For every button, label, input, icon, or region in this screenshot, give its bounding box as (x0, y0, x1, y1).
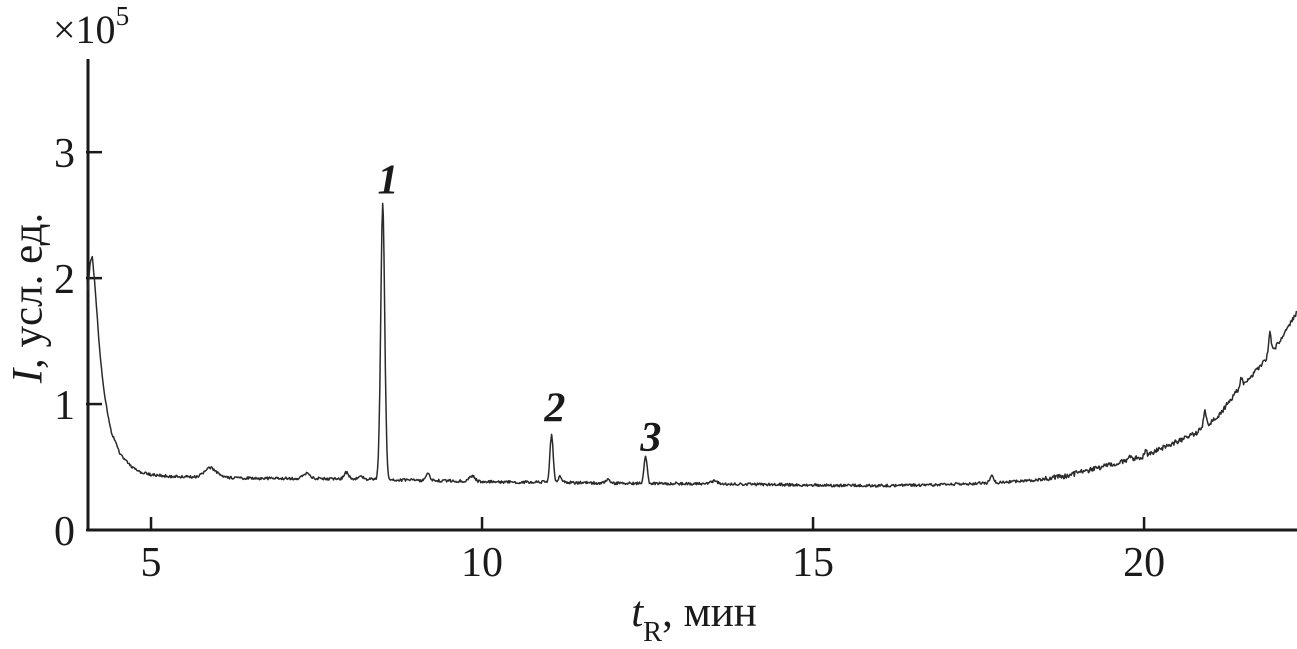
peak-label-1: 1 (378, 158, 399, 204)
multiplier-exponent: 5 (115, 0, 130, 31)
x-tick-label: 5 (141, 540, 162, 586)
y-axis-title: I, усл. ед. (4, 213, 53, 384)
x-axis-title-units: , мин (662, 589, 757, 636)
peak-label-2: 2 (543, 386, 565, 432)
y-tick-label: 2 (54, 257, 75, 303)
y-axis-title-units: , усл. ед. (4, 212, 52, 369)
chromatogram-trace (87, 202, 1297, 488)
x-tick-label: 20 (1123, 540, 1165, 586)
x-tick-label: 10 (461, 540, 503, 586)
x-axis-title: tR, мин (631, 588, 757, 646)
multiplier-base: ×10 (53, 7, 116, 52)
x-axis-title-subscript: R (643, 616, 663, 648)
peak-label-3: 3 (639, 415, 661, 461)
y-tick-label: 3 (54, 131, 75, 177)
y-tick-label: 0 (54, 509, 75, 555)
y-tick-label: 1 (54, 383, 75, 429)
y-axis-multiplier: ×105 (53, 2, 129, 53)
axis-lines (86, 59, 1297, 532)
x-tick-label: 15 (792, 540, 834, 586)
x-axis-title-variable: t (631, 589, 644, 636)
y-axis-title-variable: I (4, 368, 52, 384)
